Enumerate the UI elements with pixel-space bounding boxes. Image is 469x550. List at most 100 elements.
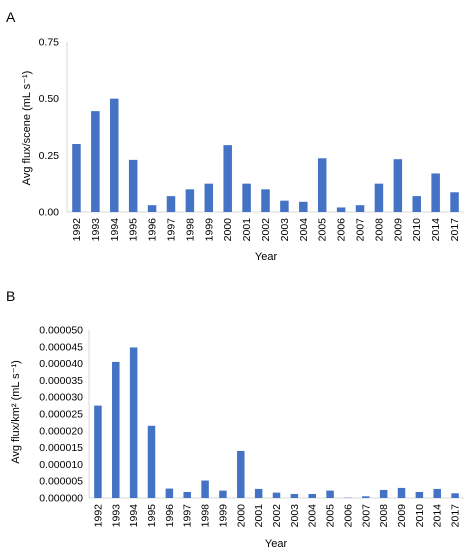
panel-a-x-tick-label: 2017 <box>449 218 461 242</box>
panel-a-bar <box>185 189 195 212</box>
panel-b-bar <box>183 491 191 498</box>
panel-a-x-tick-label: 2004 <box>298 218 310 242</box>
panel-b-bar <box>147 425 156 498</box>
panel-b: B Avg flux/km² (mL s⁻¹) Year 0.000000 0.0… <box>6 288 464 550</box>
panel-b-x-tick-label: 2003 <box>289 504 301 528</box>
panel-a-bar <box>72 144 81 212</box>
panel-b-y-tick-label: 0.000035 <box>39 375 83 387</box>
panel-b-x-tick-label: 2004 <box>307 504 319 528</box>
panel-a-bar <box>166 196 176 212</box>
panel-a-x-tick-label: 2002 <box>260 218 272 242</box>
panel-a-bar <box>355 205 365 212</box>
panel-a-bar <box>393 159 403 212</box>
panel-a-letter: A <box>6 9 16 25</box>
panel-b-x-tick-label: 1996 <box>164 504 176 528</box>
panel-b-x-tick-label: 1994 <box>128 504 140 528</box>
panel-a-bar <box>128 159 138 212</box>
panel-b-x-tick-label: 2005 <box>325 504 337 528</box>
panel-b-bar <box>362 496 370 498</box>
panel-b-x-tick-label: 1995 <box>146 504 158 528</box>
panel-b-x-tick-label: 1999 <box>217 504 229 528</box>
panel-a-y-axis-title: Avg flux/scene (mL s⁻¹) <box>21 71 33 186</box>
panel-b-bar <box>165 488 174 498</box>
panel-a-bar <box>431 173 440 212</box>
panel-a-bar <box>450 192 459 212</box>
panel-a-bar <box>147 205 157 212</box>
panel-b-y-tick-label: 0.000005 <box>39 476 83 488</box>
panel-b-bar <box>94 405 102 498</box>
panel-b-y-tick-label: 0.000040 <box>39 358 83 370</box>
panel-b-bar <box>451 493 459 498</box>
panel-a-bar <box>336 207 346 212</box>
panel-b-bar <box>397 487 406 498</box>
panel-a-y-tick-label: 0.00 <box>39 207 60 219</box>
panel-a-x-tick-label: 2000 <box>222 218 234 242</box>
panel-b-x-tick-label: 2010 <box>414 504 426 528</box>
panel-a-bar <box>242 183 251 212</box>
panel-b-bar <box>308 493 316 498</box>
panel-b-y-tick-label: 0.000015 <box>39 442 83 454</box>
panel-a-x-axis-title: Year <box>255 251 278 263</box>
panel-a-x-tick-label: 1994 <box>109 218 121 242</box>
panel-b-bar <box>237 450 245 498</box>
panel-b-bar <box>219 490 227 498</box>
panel-b-bar <box>379 489 388 498</box>
panel-b-y-axis-title: Avg flux/km² (mL s⁻¹) <box>10 360 22 464</box>
panel-a-bar <box>91 111 100 212</box>
panel-a-bar <box>261 189 270 212</box>
panel-a: A Avg flux/scene (mL s⁻¹) Year 0.00 0.25 0… <box>6 9 464 263</box>
panel-a-bar <box>110 98 119 212</box>
panel-b-x-tick-label: 2014 <box>432 504 444 528</box>
panel-b-bar <box>290 493 299 498</box>
panel-a-bar <box>280 200 289 212</box>
panel-b-y-tick-label: 0.000010 <box>39 459 83 471</box>
panel-b-bar <box>254 488 263 498</box>
panel-b-y-tick-label: 0.000030 <box>39 392 83 404</box>
panel-b-bar <box>326 490 334 498</box>
panel-a-x-tick-label: 1999 <box>203 218 215 242</box>
panel-b-x-tick-label: 2007 <box>360 504 372 528</box>
panel-a-bar <box>317 158 327 212</box>
panel-a-bar <box>374 183 384 212</box>
panel-a-x-tick-label: 1993 <box>90 218 102 242</box>
panel-b-x-tick-label: 2017 <box>450 504 462 528</box>
panel-b-x-tick-label: 1998 <box>200 504 212 528</box>
panel-b-bar <box>201 480 209 498</box>
panel-b-x-tick-label: 1997 <box>182 504 194 528</box>
panel-a-bar <box>204 183 214 212</box>
panel-a-x-tick-label: 1998 <box>184 218 196 242</box>
panel-b-x-tick-label: 2000 <box>235 504 247 528</box>
panel-a-x-tick-label: 2003 <box>279 218 291 242</box>
panel-b-bar <box>272 492 281 498</box>
panel-b-bar <box>433 488 441 498</box>
panel-b-bar <box>415 491 424 498</box>
panel-b-y-tick-label: 0.000000 <box>39 493 83 505</box>
panel-b-y-tick-label: 0.000050 <box>39 325 83 337</box>
panel-b-letter: B <box>6 288 15 304</box>
panel-b-x-axis-title: Year <box>265 538 288 550</box>
panel-a-x-tick-label: 1992 <box>71 218 83 242</box>
panel-a-x-tick-label: 1997 <box>165 218 177 242</box>
panel-a-x-tick-label: 2014 <box>430 218 442 242</box>
panel-b-x-tick-label: 2008 <box>378 504 390 528</box>
panel-a-y-tick-label: 0.50 <box>39 93 60 105</box>
panel-b-bar <box>129 347 138 498</box>
panel-a-x-tick-label: 2005 <box>317 218 329 242</box>
panel-a-x-tick-label: 2007 <box>355 218 367 242</box>
panel-a-x-tick-label: 1996 <box>147 218 159 242</box>
panel-b-x-tick-label: 2001 <box>253 504 265 528</box>
panel-a-y-tick-label: 0.75 <box>39 37 60 49</box>
panel-a-x-tick-label: 2006 <box>336 218 348 242</box>
panel-a-x-tick-label: 2009 <box>392 218 404 242</box>
panel-a-bar <box>299 201 308 212</box>
panel-b-x-tick-label: 2009 <box>396 504 408 528</box>
panel-b-y-tick-label: 0.000020 <box>39 425 83 437</box>
panel-b-x-tick-label: 1992 <box>92 504 104 528</box>
panel-a-x-tick-label: 2001 <box>241 218 253 242</box>
panel-a-x-tick-label: 2008 <box>373 218 385 242</box>
panel-a-y-tick-label: 0.25 <box>39 150 60 162</box>
panel-b-x-tick-label: 2006 <box>342 504 354 528</box>
panel-a-bar <box>223 145 232 212</box>
panel-a-x-tick-label: 2010 <box>411 218 423 242</box>
